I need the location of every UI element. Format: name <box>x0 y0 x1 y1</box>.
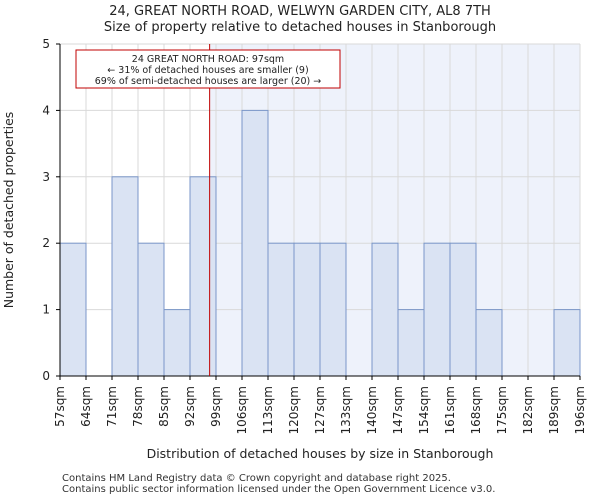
histogram-bar <box>59 242 87 377</box>
x-tick-label: 147sqm <box>391 386 405 434</box>
x-tick-label: 133sqm <box>339 386 353 434</box>
histogram-bar <box>397 309 425 377</box>
annotation-line: 24 GREAT NORTH ROAD: 97sqm <box>132 54 284 65</box>
x-tick-label: 154sqm <box>417 386 431 434</box>
x-tick-label: 113sqm <box>261 386 275 434</box>
y-tick-label: 0 <box>42 369 50 383</box>
y-tick-label: 4 <box>42 103 50 117</box>
y-tick-label: 1 <box>42 303 50 317</box>
x-tick-label: 64sqm <box>79 386 93 427</box>
histogram-bar <box>241 109 269 377</box>
x-tick-label: 140sqm <box>365 386 379 434</box>
histogram-bar <box>475 309 503 377</box>
x-tick-label: 99sqm <box>209 386 223 427</box>
x-tick-label: 182sqm <box>521 386 535 434</box>
histogram-bar <box>449 242 477 377</box>
histogram-chart: 0 1 2 3 4 5 57sqm 64sqm 71sqm 78sqm 85sqm 92sqm 99sq… <box>1 37 587 461</box>
x-tick-label: 168sqm <box>469 386 483 434</box>
x-tick-label: 57sqm <box>53 386 67 427</box>
histogram-bar <box>371 242 399 377</box>
annotation-box <box>75 49 341 89</box>
x-tick-label: 120sqm <box>287 386 301 434</box>
x-tick-label: 196sqm <box>573 386 587 434</box>
x-axis-title: Distribution of detached houses by size … <box>147 446 494 461</box>
histogram-bar <box>423 242 451 377</box>
x-tick-label: 189sqm <box>547 386 561 434</box>
histogram-bar <box>319 242 347 377</box>
chart-title: 24, GREAT NORTH ROAD, WELWYN GARDEN CITY… <box>109 4 491 19</box>
annotation-line: ← 31% of detached houses are smaller (9) <box>107 65 308 76</box>
histogram-bar <box>267 242 295 377</box>
x-tick-label: 92sqm <box>183 386 197 427</box>
histogram-bar <box>137 242 165 377</box>
y-tick-label: 5 <box>42 37 50 51</box>
x-tick-label: 71sqm <box>105 386 119 427</box>
y-axis-title: Number of detached properties <box>1 112 16 309</box>
footer-licence: Contains public sector information licen… <box>62 484 496 495</box>
footer-copyright: Contains HM Land Registry data © Crown c… <box>62 473 451 484</box>
x-tick-label: 127sqm <box>313 386 327 434</box>
x-tick-label: 85sqm <box>157 386 171 427</box>
y-tick-label: 3 <box>42 170 50 184</box>
histogram-bar <box>293 242 321 377</box>
x-tick-label: 175sqm <box>495 386 509 434</box>
y-tick-label: 2 <box>42 236 50 250</box>
histogram-bar <box>163 309 191 377</box>
x-tick-label: 106sqm <box>235 386 249 434</box>
x-tick-label: 78sqm <box>131 386 145 427</box>
histogram-bar <box>553 309 581 377</box>
histogram-bar <box>189 176 217 377</box>
x-tick-label: 161sqm <box>443 386 457 434</box>
chart-subtitle: Size of property relative to detached ho… <box>103 20 497 35</box>
histogram-bar <box>111 176 139 377</box>
annotation-line: 69% of semi-detached houses are larger (… <box>95 76 322 87</box>
